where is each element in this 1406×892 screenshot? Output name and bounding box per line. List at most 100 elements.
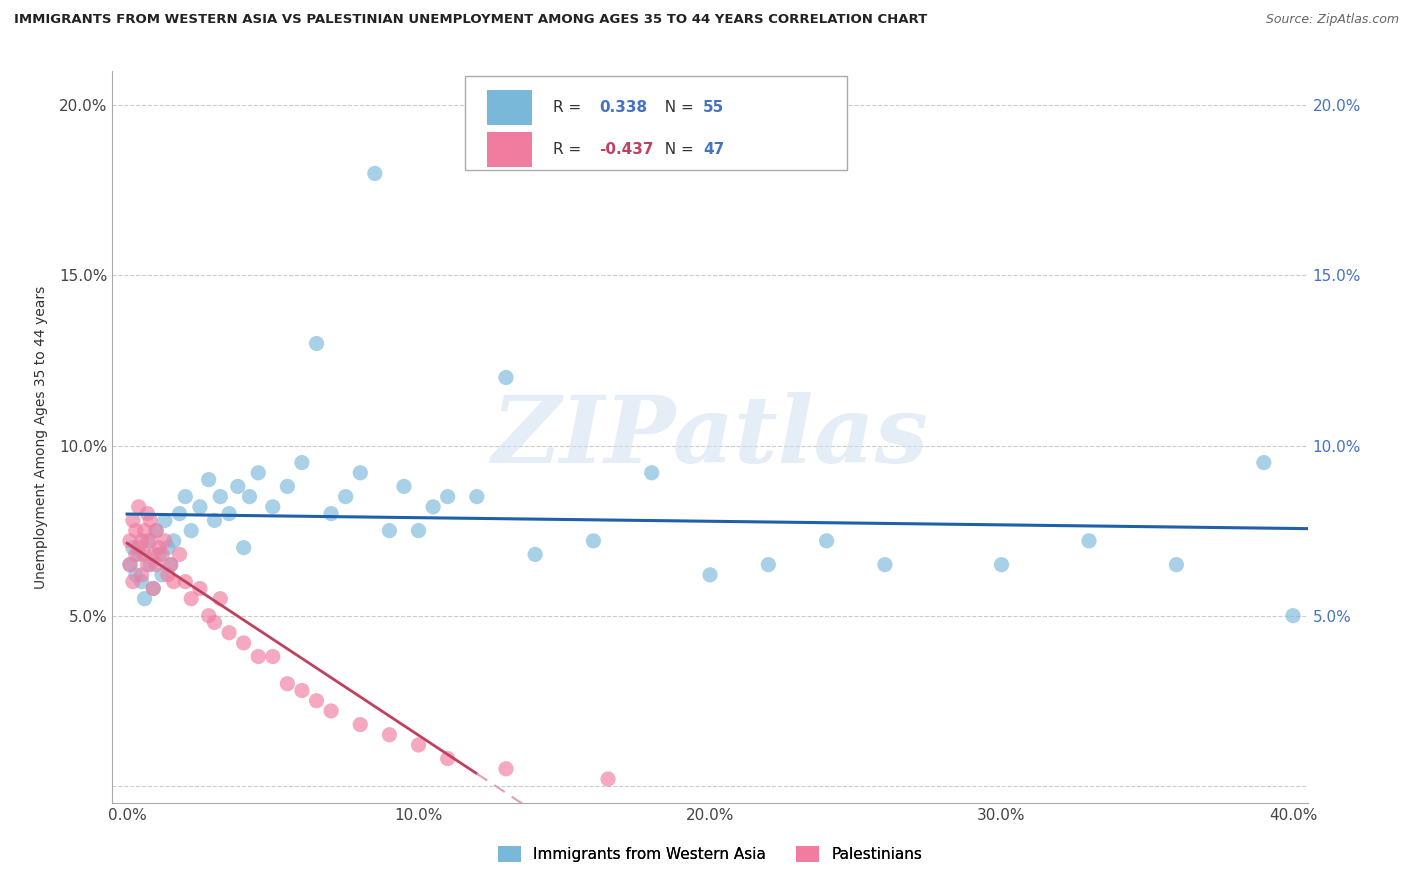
Point (1166, 558, 1188, 572)
Point (247, 466, 270, 480)
Point (180, 591, 202, 606)
Point (148, 548, 170, 562)
Point (153, 533, 176, 548)
Point (335, 490, 357, 504)
Point (524, 548, 547, 562)
Point (188, 500, 211, 514)
Point (188, 582, 211, 596)
Point (128, 541, 150, 555)
Point (118, 558, 141, 572)
Point (134, 548, 156, 562)
Point (596, 772, 619, 786)
Point (139, 558, 162, 572)
Point (156, 541, 179, 555)
Point (136, 558, 159, 572)
Point (436, 751, 458, 765)
Text: -0.437: -0.437 (599, 142, 654, 157)
Point (145, 558, 167, 572)
Point (319, 507, 342, 521)
Point (174, 574, 197, 589)
Point (209, 490, 232, 504)
Point (197, 473, 219, 487)
Point (180, 524, 202, 538)
Point (262, 649, 284, 664)
Point (142, 548, 165, 562)
Point (153, 513, 176, 527)
Point (392, 479, 415, 493)
Point (209, 591, 232, 606)
Point (118, 533, 141, 548)
Point (349, 466, 371, 480)
Y-axis label: Unemployment Among Ages 35 to 44 years: Unemployment Among Ages 35 to 44 years (34, 285, 48, 589)
Text: 55: 55 (703, 100, 724, 115)
Point (582, 533, 605, 548)
Point (436, 490, 458, 504)
Point (125, 567, 148, 582)
Point (204, 513, 226, 527)
Point (873, 558, 896, 572)
Point (291, 456, 314, 470)
Point (319, 704, 342, 718)
Point (364, 166, 387, 180)
Point (1253, 456, 1275, 470)
Text: IMMIGRANTS FROM WESTERN ASIA VS PALESTINIAN UNEMPLOYMENT AMONG AGES 35 TO 44 YEA: IMMIGRANTS FROM WESTERN ASIA VS PALESTIN… (14, 13, 928, 27)
Point (990, 558, 1012, 572)
Point (145, 524, 167, 538)
Point (1282, 608, 1305, 623)
Text: ZIPatlas: ZIPatlas (492, 392, 928, 482)
Point (148, 541, 170, 555)
FancyBboxPatch shape (486, 132, 531, 167)
Text: 47: 47 (703, 142, 724, 157)
Point (276, 479, 298, 493)
Point (815, 533, 838, 548)
Point (197, 608, 219, 623)
Text: N =: N = (655, 100, 699, 115)
Point (142, 582, 165, 596)
Point (134, 524, 156, 538)
Point (232, 541, 254, 555)
Point (495, 762, 517, 776)
Text: N =: N = (655, 142, 699, 157)
Point (125, 524, 148, 538)
Point (131, 533, 153, 548)
Point (145, 524, 167, 538)
Point (150, 548, 173, 562)
Point (150, 567, 173, 582)
Point (136, 533, 159, 548)
Point (408, 738, 430, 752)
Point (169, 507, 191, 521)
Point (128, 548, 150, 562)
Point (128, 500, 150, 514)
Point (232, 636, 254, 650)
Point (378, 524, 401, 538)
Point (156, 567, 179, 582)
Point (122, 574, 145, 589)
Point (163, 533, 186, 548)
Point (378, 728, 401, 742)
Point (305, 336, 328, 351)
Point (699, 567, 721, 582)
Point (238, 490, 260, 504)
Point (218, 625, 240, 640)
Point (159, 558, 181, 572)
Point (1078, 533, 1101, 548)
Point (125, 548, 148, 562)
Point (142, 582, 165, 596)
Point (169, 548, 191, 562)
Point (131, 574, 153, 589)
Point (139, 513, 162, 527)
Point (247, 649, 270, 664)
Point (226, 479, 249, 493)
Point (204, 615, 226, 630)
Point (276, 677, 298, 691)
Text: R =: R = (554, 142, 586, 157)
Point (218, 507, 240, 521)
Text: 0.338: 0.338 (599, 100, 647, 115)
Text: Source: ZipAtlas.com: Source: ZipAtlas.com (1265, 13, 1399, 27)
Point (122, 513, 145, 527)
Point (465, 490, 488, 504)
Point (408, 524, 430, 538)
Point (163, 574, 186, 589)
Point (122, 541, 145, 555)
Point (136, 507, 159, 521)
